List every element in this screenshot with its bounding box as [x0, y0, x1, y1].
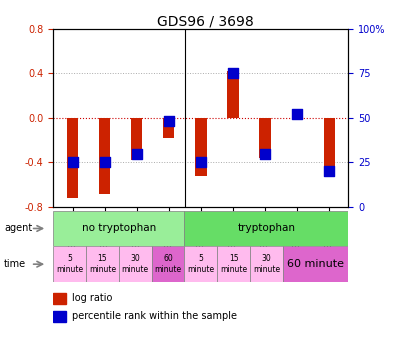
Text: 5
minute: 5 minute: [187, 255, 214, 274]
Bar: [195, 118, 206, 176]
Text: GDS96 / 3698: GDS96 / 3698: [156, 14, 253, 28]
Bar: [323, 118, 334, 176]
Text: 15
minute: 15 minute: [89, 255, 116, 274]
Point: [293, 111, 300, 117]
Point: [133, 151, 139, 156]
Text: 15
minute: 15 minute: [220, 255, 247, 274]
Point: [165, 119, 172, 124]
FancyBboxPatch shape: [86, 246, 119, 282]
Bar: [53, 293, 65, 304]
FancyBboxPatch shape: [53, 211, 184, 246]
Bar: [53, 311, 65, 322]
FancyBboxPatch shape: [119, 246, 151, 282]
Text: 60
minute: 60 minute: [154, 255, 181, 274]
Text: 30
minute: 30 minute: [121, 255, 148, 274]
Bar: [291, 112, 302, 118]
Bar: [227, 71, 238, 118]
FancyBboxPatch shape: [151, 246, 184, 282]
Text: 5
minute: 5 minute: [56, 255, 83, 274]
Text: tryptophan: tryptophan: [237, 223, 295, 233]
FancyBboxPatch shape: [217, 246, 249, 282]
Bar: [67, 118, 78, 198]
Text: log ratio: log ratio: [72, 293, 112, 303]
Text: 30
minute: 30 minute: [252, 255, 279, 274]
FancyBboxPatch shape: [282, 246, 348, 282]
FancyBboxPatch shape: [184, 211, 348, 246]
Text: 60 minute: 60 minute: [286, 259, 344, 269]
Text: percentile rank within the sample: percentile rank within the sample: [72, 311, 236, 321]
Point: [261, 151, 268, 156]
Bar: [131, 118, 142, 160]
Point: [101, 160, 108, 165]
Text: agent: agent: [4, 223, 32, 233]
FancyBboxPatch shape: [184, 246, 217, 282]
Point: [325, 169, 332, 174]
FancyBboxPatch shape: [53, 246, 86, 282]
Text: time: time: [4, 259, 26, 269]
Point: [69, 160, 76, 165]
Point: [197, 160, 204, 165]
Bar: [163, 118, 174, 138]
Point: [229, 70, 236, 76]
Bar: [259, 118, 270, 158]
FancyBboxPatch shape: [249, 246, 282, 282]
Text: no tryptophan: no tryptophan: [81, 223, 156, 233]
Bar: [99, 118, 110, 193]
